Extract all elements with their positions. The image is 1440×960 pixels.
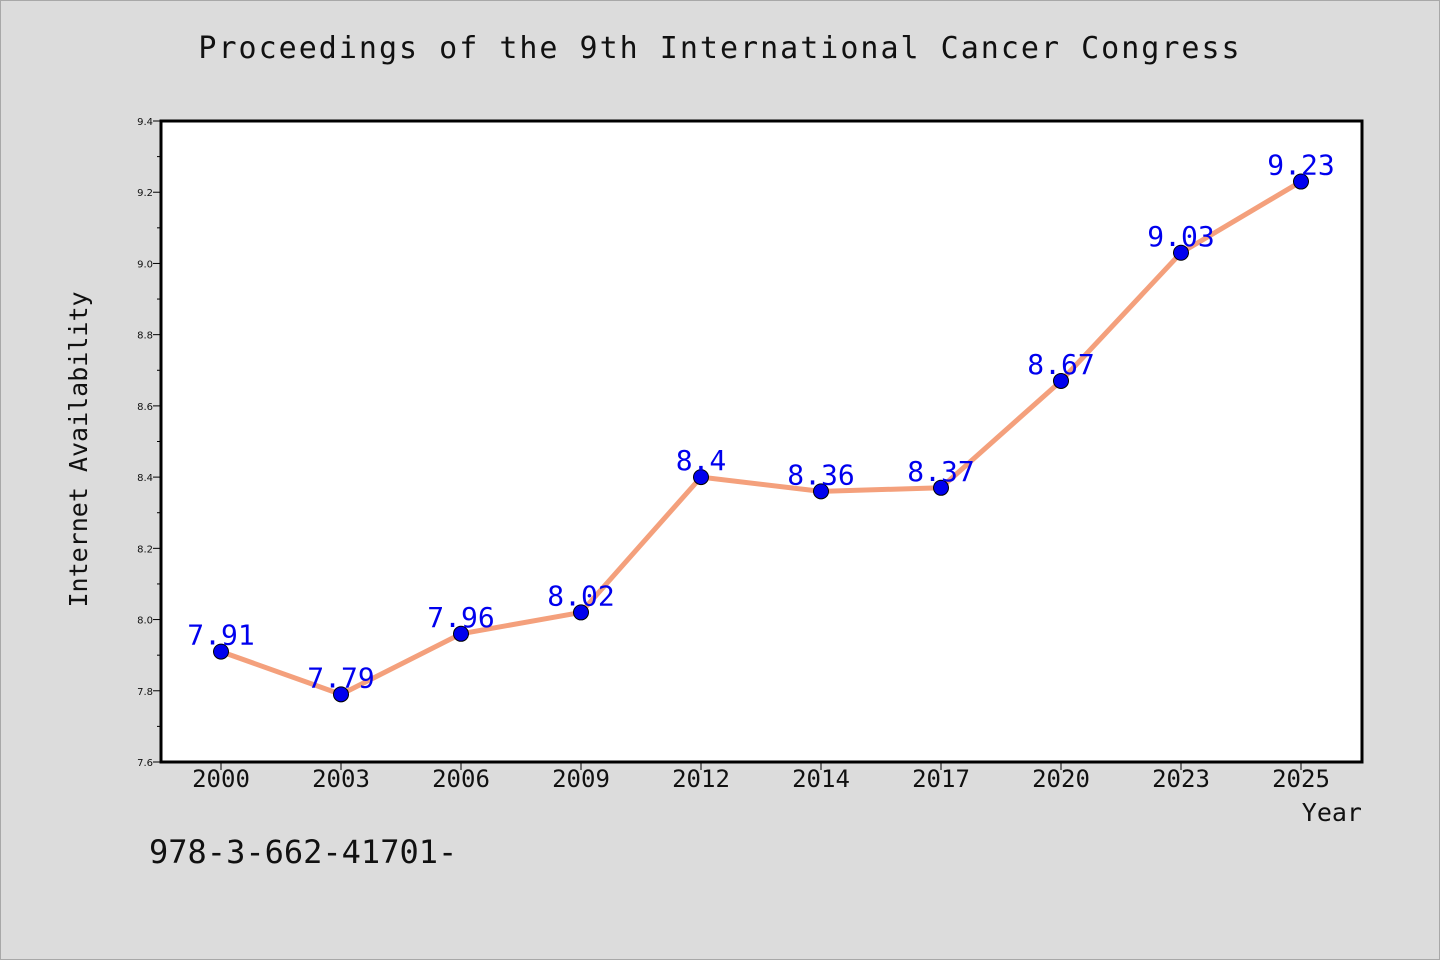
x-tick-label: 2000 [192,765,250,793]
y-tick-label: 8.6 [137,402,153,413]
data-point [1173,244,1189,261]
chart-title: Proceedings of the 9th International Can… [198,31,1242,66]
y-tick-label: 9.4 [137,117,153,128]
y-axis-label: Internet Availability [64,291,93,607]
data-label: 7.91 [187,619,254,652]
data-label: 8.37 [907,455,974,488]
y-tick-label: 7.6 [137,758,153,769]
x-tick-label: 2012 [672,765,730,793]
data-point [813,483,829,500]
data-label: 8.36 [787,458,854,491]
data-point [453,625,469,642]
y-tick-label: 9.2 [137,188,153,199]
x-axis-label: Year [1302,798,1362,827]
data-label: 9.03 [1147,220,1214,253]
data-point [213,643,229,660]
series-line [218,179,1304,697]
data-point [333,686,349,703]
data-label: 7.96 [427,601,494,634]
y-tick-label: 8.2 [137,544,153,555]
data-point [693,469,709,486]
x-tick-label: 2014 [792,765,850,793]
data-point [573,604,589,621]
x-tick-label: 2025 [1272,765,1330,793]
x-tick-label: 2023 [1152,765,1210,793]
isbn-annotation: 978-3-662-41701- [149,833,458,871]
x-tick-label: 2003 [312,765,370,793]
y-tick-label: 9.0 [137,259,153,270]
data-label: 8.02 [547,579,614,612]
plot-area [159,119,1364,764]
x-tick-label: 2017 [912,765,970,793]
data-label: 7.79 [307,661,374,694]
y-tick-label: 8.0 [137,616,153,627]
x-tick-label: 2020 [1032,765,1090,793]
data-point [1293,173,1309,190]
data-point [933,479,949,496]
y-tick-label: 8.4 [137,473,153,484]
y-tick-label: 8.8 [137,331,153,342]
x-tick-label: 2009 [552,765,610,793]
x-tick-label: 2006 [432,765,490,793]
data-point [1053,372,1069,389]
data-label: 9.23 [1267,149,1334,182]
data-label: 8.4 [676,444,727,477]
data-label: 8.67 [1027,348,1094,381]
y-tick-label: 7.8 [137,687,153,698]
